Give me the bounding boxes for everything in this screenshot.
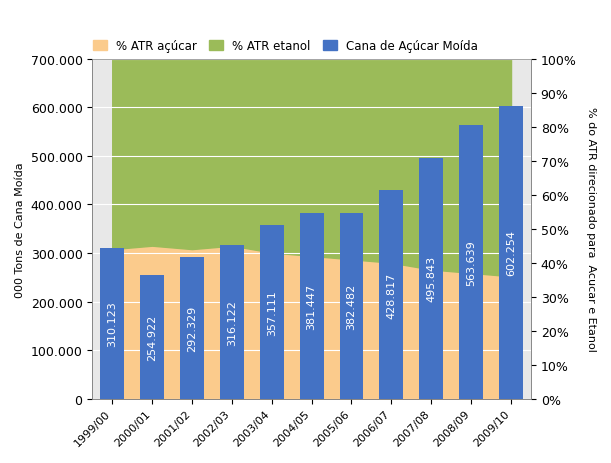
Text: 357.111: 357.111 <box>267 289 277 335</box>
Bar <box>459 126 483 399</box>
Bar <box>340 213 364 399</box>
Bar <box>100 249 124 399</box>
Y-axis label: % do ATR direcionado para  Acucar e Etanol: % do ATR direcionado para Acucar e Etano… <box>586 107 596 351</box>
Legend: % ATR açúcar, % ATR etanol, Cana de Açúcar Moída: % ATR açúcar, % ATR etanol, Cana de Açúc… <box>88 35 483 57</box>
Text: 310.123: 310.123 <box>107 301 117 346</box>
Text: 316.122: 316.122 <box>227 299 237 345</box>
Bar <box>419 158 443 399</box>
Bar <box>499 107 523 399</box>
Bar <box>299 214 324 399</box>
Bar <box>180 257 204 399</box>
Text: 602.254: 602.254 <box>506 230 516 276</box>
Bar <box>379 191 403 399</box>
Bar <box>140 275 164 399</box>
Bar <box>260 226 284 399</box>
Text: 254.922: 254.922 <box>147 314 157 360</box>
Text: 495.843: 495.843 <box>426 256 436 302</box>
Text: 381.447: 381.447 <box>307 283 316 329</box>
Text: 382.482: 382.482 <box>346 283 356 329</box>
Y-axis label: 000 Tons de Cana Moída: 000 Tons de Cana Moída <box>15 162 25 297</box>
Text: 563.639: 563.639 <box>466 239 476 285</box>
Text: 428.817: 428.817 <box>386 272 397 318</box>
Bar <box>220 245 244 399</box>
Text: 292.329: 292.329 <box>187 305 197 351</box>
